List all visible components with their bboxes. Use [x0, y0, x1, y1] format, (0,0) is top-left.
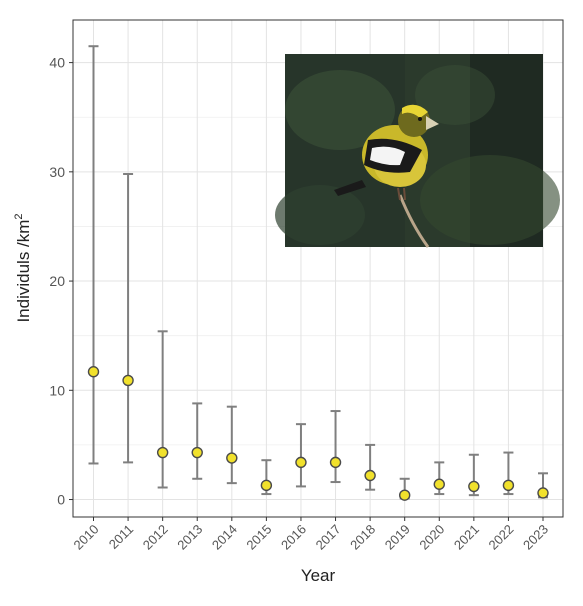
data-point	[226, 452, 238, 464]
x-tick-label: 2023	[520, 522, 551, 553]
y-axis-ticks: 0 10 20 30 40	[49, 55, 73, 508]
data-marks	[87, 45, 549, 501]
data-point	[87, 366, 100, 378]
x-tick-label: 2018	[347, 522, 378, 553]
data-point	[156, 446, 169, 459]
y-tick-label: 10	[49, 382, 65, 398]
y-axis-title-superscript: 2	[13, 213, 25, 219]
y-tick-label: 30	[49, 164, 65, 180]
data-point	[295, 456, 307, 469]
data-point	[364, 469, 376, 482]
x-tick-label: 2021	[451, 522, 482, 553]
y-tick-label: 0	[57, 492, 65, 508]
x-tick-label: 2019	[382, 522, 413, 553]
x-tick-label: 2020	[416, 522, 447, 553]
data-point	[433, 478, 445, 490]
data-point	[329, 456, 342, 469]
x-tick-label: 2016	[278, 522, 309, 553]
x-axis-ticks: 2010 2011 2012 2013 2014 2015 2016 2017 2018 2019…	[71, 517, 551, 553]
y-tick-label: 20	[49, 273, 65, 289]
data-point	[502, 479, 515, 492]
y-axis-title-text: Individuls /km	[14, 220, 33, 323]
x-tick-label: 2012	[140, 522, 171, 553]
data-point	[260, 479, 273, 492]
data-point	[122, 374, 134, 387]
y-axis-title: Individuls /km2	[13, 213, 33, 322]
x-tick-label: 2013	[174, 522, 205, 553]
data-point	[468, 480, 480, 493]
data-point	[537, 487, 549, 499]
x-axis-title: Year	[301, 566, 336, 585]
x-tick-label: 2010	[71, 522, 102, 553]
data-point	[191, 446, 203, 459]
x-tick-label: 2017	[313, 522, 344, 553]
data-point	[398, 489, 411, 501]
x-tick-label: 2015	[243, 522, 274, 553]
x-tick-label: 2014	[209, 522, 240, 553]
bird-photo	[275, 54, 560, 248]
y-tick-label: 40	[49, 55, 65, 71]
plot-panel-border	[72, 19, 564, 518]
x-tick-label: 2011	[106, 522, 136, 552]
x-tick-label: 2022	[485, 522, 516, 553]
